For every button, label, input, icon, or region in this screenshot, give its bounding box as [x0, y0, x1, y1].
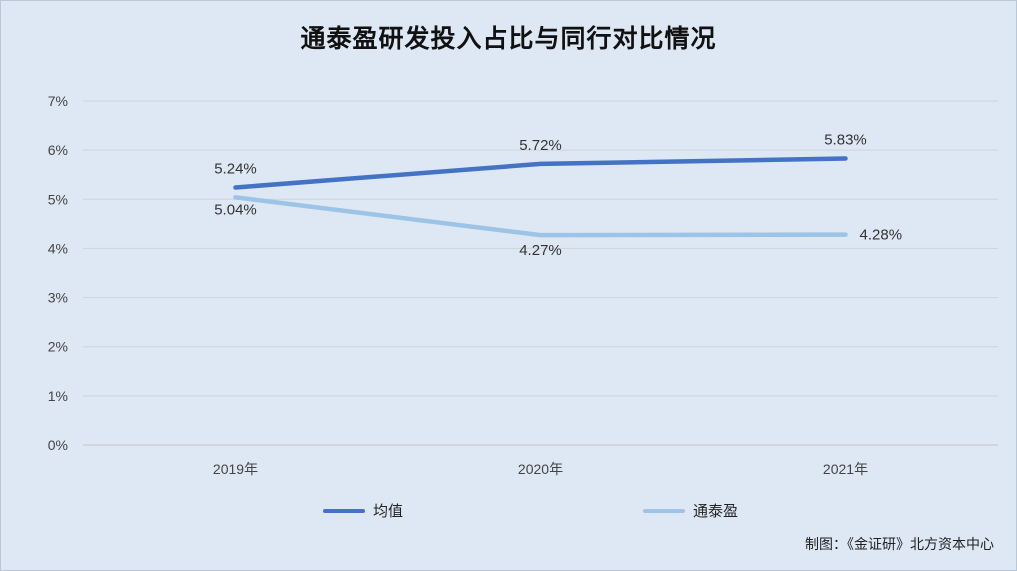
- data-point-1: [538, 233, 543, 238]
- data-point-0: [538, 161, 543, 166]
- data-label-company: 4.27%: [519, 242, 562, 259]
- y-tick-label: 5%: [48, 191, 68, 207]
- source-note: 制图：《金证研》北方资本中心: [805, 537, 994, 553]
- data-point-0: [843, 156, 848, 161]
- data-label-company: 5.04%: [214, 201, 257, 218]
- data-point-1: [233, 195, 238, 200]
- data-label-avg: 5.83%: [824, 131, 867, 148]
- y-tick-label: 4%: [48, 240, 68, 256]
- data-label-company: 4.28%: [860, 227, 903, 244]
- y-tick-label: 6%: [48, 142, 68, 158]
- y-tick-label: 1%: [48, 388, 68, 404]
- series-line-1: [233, 195, 848, 238]
- chart-title: 通泰盈研发投入占比与同行对比情况: [300, 24, 717, 53]
- legend-item-company: 通泰盈: [643, 500, 738, 521]
- legend-swatch-company: [643, 508, 685, 513]
- x-tick-label: 2021年: [823, 461, 868, 477]
- y-tick-label: 2%: [48, 339, 68, 355]
- legend-swatch-avg: [323, 508, 365, 513]
- legend: 均值 通泰盈: [1, 500, 1016, 524]
- data-label-avg: 5.24%: [214, 160, 257, 177]
- x-tick-label: 2020年: [518, 461, 563, 477]
- y-tick-label: 3%: [48, 290, 68, 306]
- legend-label-avg: 均值: [373, 502, 404, 520]
- legend-label-company: 通泰盈: [693, 502, 739, 520]
- x-tick-label: 2019年: [213, 461, 258, 477]
- y-tick-label: 7%: [48, 93, 68, 109]
- y-tick-label: 0%: [48, 437, 68, 453]
- data-point-0: [233, 185, 238, 190]
- data-label-avg: 5.72%: [519, 137, 562, 154]
- legend-item-avg: 均值: [323, 500, 403, 521]
- data-point-1: [843, 232, 848, 237]
